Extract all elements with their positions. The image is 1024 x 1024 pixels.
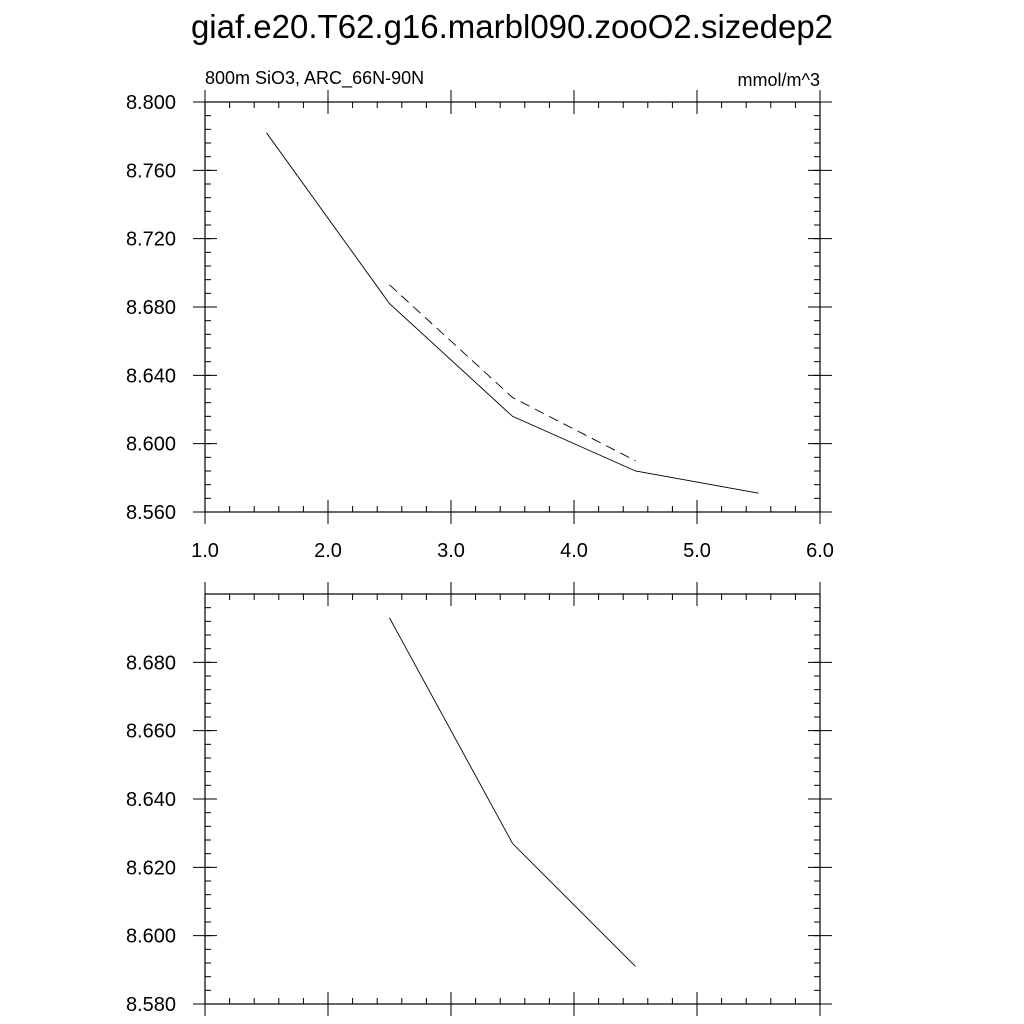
bottom-panel-y-tick-label: 8.620 [126,857,176,879]
top-panel-series-2-line [389,284,636,462]
top-panel-x-tick-label: 2.0 [314,540,342,562]
top-panel-y-tick-label: 8.600 [126,434,176,456]
top-panel-x-tick-label: 3.0 [437,540,465,562]
bottom-panel-y-tick-label: 8.600 [126,926,176,948]
top-panel-y-tick-label: 8.640 [126,365,176,387]
top-panel-y-tick-label: 8.760 [126,160,176,182]
bottom-panel-y-tick-label: 8.580 [126,994,176,1016]
top-panel-series-1-line [266,132,759,494]
top-panel-x-tick-label: 6.0 [806,540,834,562]
bottom-panel: 8.580 8.600 8.620 8.640 8.660 8.680 [126,582,832,1016]
top-panel-frame [204,101,821,513]
bottom-panel-series [389,617,636,967]
bottom-panel-frame [204,593,821,1005]
bottom-panel-ticks [193,582,832,1016]
top-panel-x-tick-labels: 1.0 2.0 3.0 4.0 5.0 6.0 [191,540,834,562]
page-title: giaf.e20.T62.g16.marbl090.zooO2.sizedep2 [191,8,833,45]
top-panel-y-tick-label: 8.680 [126,297,176,319]
top-panel-x-tick-label: 4.0 [560,540,588,562]
top-panel-subtitle-left: 800m SiO3, ARC_66N-90N [205,68,424,89]
bottom-panel-y-tick-label: 8.660 [126,721,176,743]
top-panel-subtitle-right: mmol/m^3 [738,70,820,90]
bottom-panel-y-tick-labels: 8.580 8.600 8.620 8.640 8.660 8.680 [126,652,176,1016]
bottom-panel-y-tick-label: 8.640 [126,789,176,811]
top-panel-x-tick-label: 5.0 [683,540,711,562]
top-panel-y-tick-label: 8.800 [126,92,176,114]
top-panel-y-tick-labels: 8.560 8.600 8.640 8.680 8.720 8.760 8.800 [126,92,176,524]
bottom-panel-y-tick-label: 8.680 [126,652,176,674]
top-panel: 800m SiO3, ARC_66N-90N mmol/m^3 1.0 2.0 3.… [126,68,834,562]
bottom-panel-series-1-line [389,617,636,967]
top-panel-y-tick-label: 8.720 [126,229,176,251]
top-panel-ticks [193,90,832,524]
top-panel-series [266,132,759,494]
top-panel-y-tick-label: 8.560 [126,502,176,524]
top-panel-x-tick-label: 1.0 [191,540,219,562]
